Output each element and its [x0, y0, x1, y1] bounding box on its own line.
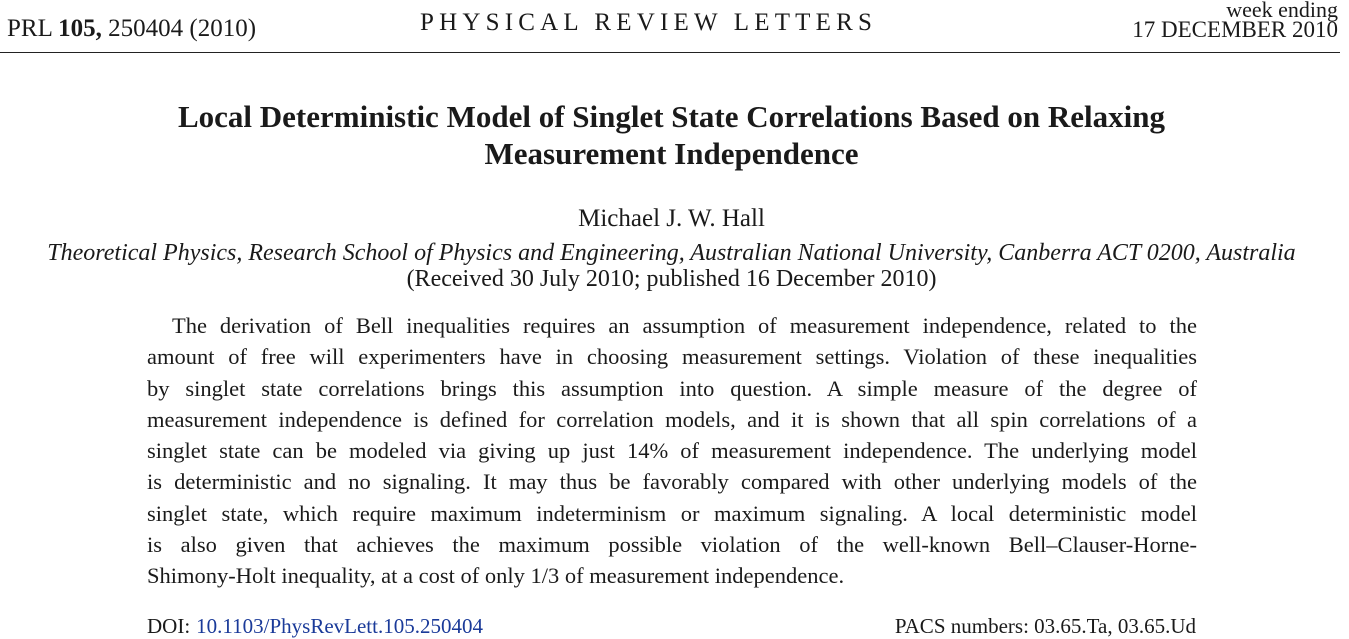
abstract-line: singlet state can be modeled via giving …	[147, 438, 1197, 464]
title-line-1: Local Deterministic Model of Singlet Sta…	[177, 99, 1166, 134]
abstract-line: by singlet state correlations brings thi…	[147, 375, 1197, 401]
week-ending-date: 17 DECEMBER 2010	[1132, 17, 1338, 42]
author-name: Michael J. W. Hall	[578, 205, 765, 232]
week-ending: week ending 17 DECEMBER 2010	[1132, 0, 1338, 42]
pacs-numbers: PACS numbers: 03.65.Ta, 03.65.Ud	[894, 614, 1196, 638]
header-rule	[0, 52, 1340, 53]
journal-prefix: PRL	[7, 15, 52, 42]
journal-citation: PRL 105, 250404 (2010)	[7, 14, 256, 44]
abstract-line: Shimony-Holt inequality, at a cost of on…	[147, 563, 845, 589]
article-title: Local Deterministic Model of Singlet Sta…	[0, 98, 1343, 172]
title-line-2: Measurement Independence	[484, 136, 859, 171]
abstract-line: The derivation of Bell inequalities requ…	[172, 313, 1197, 338]
abstract-line: singlet state, which require maximum ind…	[147, 500, 1197, 526]
journal-name: PHYSICAL REVIEW LETTERS	[420, 9, 878, 36]
abstract: The derivation of Bell inequalities requ…	[147, 310, 1197, 592]
doi: DOI: 10.1103/PhysRevLett.105.250404	[147, 613, 483, 639]
abstract-line: measurement independence is defined for …	[147, 406, 1197, 432]
doi-link[interactable]: 10.1103/PhysRevLett.105.250404	[196, 614, 483, 638]
running-header: PRL 105, 250404 (2010) PHYSICAL REVIEW L…	[0, 0, 1349, 50]
doi-label: DOI:	[147, 614, 191, 638]
abstract-line: is deterministic and no signaling. It ma…	[147, 469, 1197, 495]
abstract-line: amount of free will experimenters have i…	[147, 344, 1197, 370]
article-number-year: 250404 (2010)	[108, 15, 257, 42]
week-ending-label: week ending	[1226, 0, 1338, 22]
author-affiliation: Theoretical Physics, Research School of …	[47, 240, 1296, 266]
abstract-line: is also given that achieves the maximum …	[147, 532, 1197, 558]
journal-volume: 105,	[58, 15, 102, 42]
received-dates: (Received 30 July 2010; published 16 Dec…	[406, 266, 937, 292]
